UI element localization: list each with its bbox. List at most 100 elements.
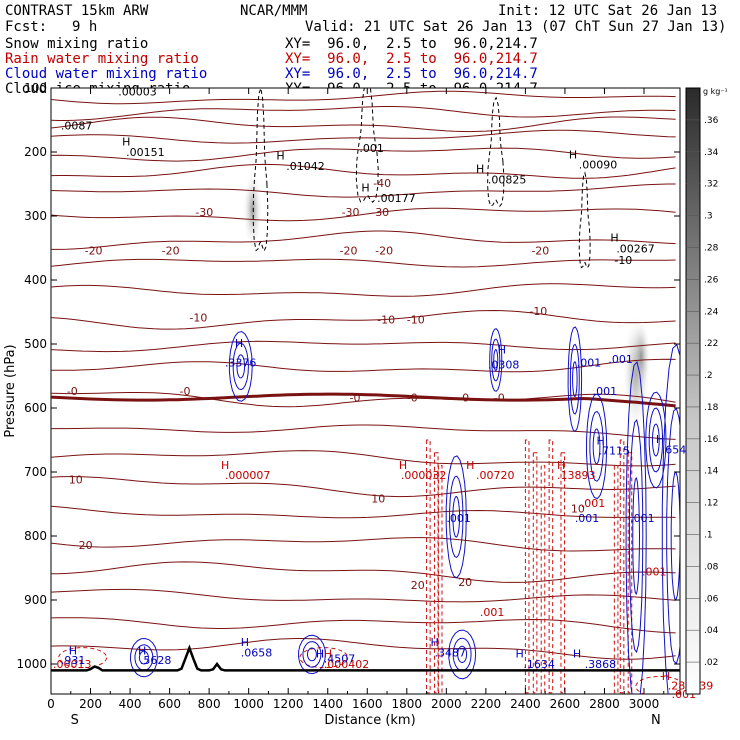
rain-label: H: [221, 459, 229, 472]
rain-label: .00013: [53, 658, 92, 671]
colorbar-tick-label: .06: [704, 594, 719, 604]
cloud-water-contour: [232, 342, 249, 391]
temperature-contour: [51, 537, 676, 552]
snow-label: .00151: [126, 146, 165, 159]
temperature-label: -30: [371, 206, 389, 219]
cloud-label: .3868: [585, 658, 617, 671]
valid-time: Valid: 21 UTC Sat 26 Jan 13 (07 ChT Sun …: [305, 19, 727, 35]
colorbar-unit: g kg⁻¹: [703, 87, 728, 96]
rain-label: H: [324, 648, 332, 661]
temperature-label: 10: [371, 493, 385, 506]
cloud-water-contour: [567, 326, 583, 433]
cloud-label: H: [431, 636, 439, 649]
cloud-label: .001: [630, 512, 655, 525]
rain-contour: [619, 439, 625, 694]
cloud-water-contour: [236, 354, 246, 379]
temperature-contour: [51, 424, 676, 440]
cloud-water-contour: [452, 495, 461, 538]
cloud-water-contour: [632, 476, 641, 596]
temperature-contour: [51, 588, 676, 603]
shaded-mixing-ratio: [242, 169, 263, 250]
y-tick-label: 300: [24, 209, 47, 223]
colorbar-tick-label: .12: [704, 499, 718, 509]
rain-contour: [426, 439, 431, 694]
x-tick-label: 600: [158, 697, 181, 711]
colorbar-tick-label: .22: [704, 339, 718, 349]
colorbar-tick-label: .28: [704, 243, 719, 253]
cloud-water-contour: [452, 637, 472, 672]
terrain-line: [51, 644, 680, 672]
rain-label: .001: [480, 606, 505, 619]
snow-label: .00825: [488, 173, 527, 186]
cloud-water-contour: [129, 637, 158, 678]
cloud-label: .6541: [662, 443, 694, 456]
rain-contour: [524, 439, 530, 694]
temperature-label: 10: [571, 502, 585, 515]
temperature-contour: [51, 638, 676, 660]
x-tick-label: 1400: [312, 697, 343, 711]
y-tick-label: 800: [24, 529, 47, 543]
colorbar-tick-label: .24: [704, 307, 719, 317]
cloud-water-contour: [491, 338, 501, 382]
x-tick-label: 1000: [233, 697, 264, 711]
cloud-water-contour: [448, 629, 477, 680]
cloud-water-contour: [670, 471, 680, 601]
colorbar-tick-label: .14: [704, 467, 719, 477]
x-tick-label: 2800: [589, 697, 620, 711]
rain-contour: [548, 439, 554, 694]
rain-label: H: [662, 670, 670, 683]
colorbar-tick-label: .26: [704, 275, 719, 285]
field-xy-rain: XY= 96.0, 2.5 to 96.0,214.7: [285, 51, 538, 67]
temperature-contour: [51, 358, 676, 373]
y-tick-label: 500: [24, 337, 47, 351]
cloud-label: .4507: [324, 653, 356, 666]
temperature-label: 10: [69, 474, 83, 487]
cloud-label: .5628: [140, 654, 172, 667]
temperature-label: -20: [162, 244, 180, 257]
snow-label: H: [569, 148, 577, 161]
cloud-water-contour: [448, 475, 464, 559]
x-tick-label: 1800: [392, 697, 423, 711]
temperature-label: -20: [531, 244, 549, 257]
rain-label: .00720: [476, 469, 515, 482]
cloud-water-contour: [666, 407, 680, 665]
field-name-snow: Snow mixing ratio: [5, 36, 149, 52]
colorbar-tick-label: .1: [704, 531, 713, 541]
cloud-water-contour: [228, 331, 253, 402]
rain-label: H: [466, 459, 474, 472]
y-tick-label: 200: [24, 145, 47, 159]
cloud-water-contour: [648, 407, 664, 473]
cloud-water-contour: [625, 361, 647, 694]
temperature-contour: [51, 561, 676, 583]
cloud-label: H: [498, 344, 506, 357]
temperature-contour: [51, 129, 676, 144]
temperature-label: -30: [195, 206, 213, 219]
field-xy-cloud-water: XY= 96.0, 2.5 to 96.0,214.7: [285, 66, 538, 82]
cloud-label: .0658: [241, 646, 273, 659]
x-tick-label: 1200: [273, 697, 304, 711]
temperature-label: 20: [458, 576, 472, 589]
temperature-label: -0: [407, 392, 418, 405]
x-tick-label: 400: [119, 697, 142, 711]
cloud-label: H: [316, 648, 324, 661]
temperature-contour: [51, 340, 676, 353]
cloud-label: .1634: [523, 658, 555, 671]
colorbar: [685, 87, 701, 695]
rain-contour: [58, 647, 108, 669]
snow-label: .00177: [377, 192, 416, 205]
temperature-contour: [51, 309, 676, 330]
cloud-label: H: [656, 433, 664, 446]
cloud-label: .0308: [488, 358, 520, 371]
temperature-label: -0: [349, 392, 360, 405]
temperature-contour: [51, 450, 676, 467]
snow-label: -10: [614, 254, 632, 267]
x-tick-label: 1600: [352, 697, 383, 711]
x-tick-label: 200: [79, 697, 102, 711]
colorbar-tick-label: .2: [704, 371, 713, 381]
colorbar-tick-label: .3: [704, 212, 713, 222]
x-tick-label: 800: [198, 697, 221, 711]
temperature-contour: [51, 476, 676, 498]
temperature-contour: [51, 392, 676, 408]
model-title: CONTRAST 15km ARW: [5, 3, 149, 19]
forecast-hour: 9 h: [72, 19, 98, 35]
